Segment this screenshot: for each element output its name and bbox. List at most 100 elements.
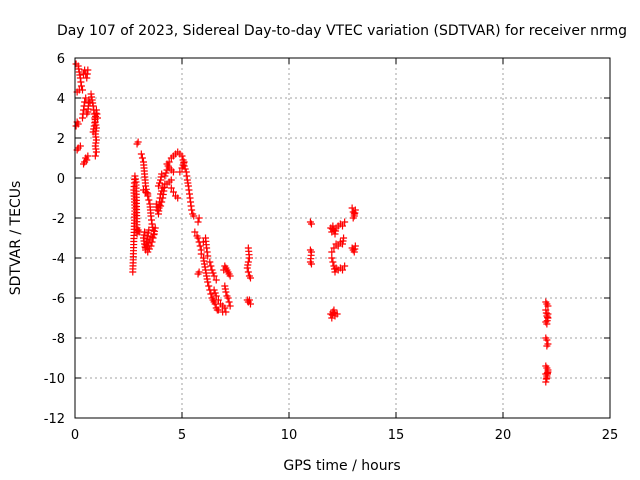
data-point xyxy=(543,336,551,344)
data-point xyxy=(340,234,348,242)
data-point xyxy=(339,266,346,274)
data-point xyxy=(222,288,230,296)
data-point xyxy=(543,342,551,350)
x-tick-label: 25 xyxy=(602,428,619,443)
data-point xyxy=(334,242,342,250)
data-point xyxy=(77,82,85,90)
data-point xyxy=(204,278,212,286)
data-point xyxy=(246,274,254,282)
data-point xyxy=(144,248,152,256)
data-point xyxy=(329,258,337,266)
data-point xyxy=(151,224,159,232)
y-tick-label: 0 xyxy=(57,172,65,187)
data-point xyxy=(167,184,175,192)
data-point xyxy=(339,222,346,230)
data-point xyxy=(212,292,220,300)
y-tick-label: -10 xyxy=(44,372,65,387)
data-point xyxy=(307,260,315,268)
data-points xyxy=(72,60,552,386)
data-point xyxy=(156,179,164,187)
data-point xyxy=(157,202,165,210)
data-point xyxy=(167,176,175,184)
data-point xyxy=(207,290,215,298)
data-point xyxy=(83,156,91,164)
data-point xyxy=(225,298,233,306)
axis-ticks xyxy=(74,57,611,419)
y-tick-label: -12 xyxy=(44,412,65,427)
data-point xyxy=(351,206,359,214)
data-point xyxy=(349,214,357,222)
data-point xyxy=(245,296,253,304)
y-axis-label: SDTVAR / TECUs xyxy=(8,181,24,296)
data-point xyxy=(84,152,92,160)
data-point xyxy=(144,190,152,198)
data-point xyxy=(176,168,184,176)
x-tick-label: 0 xyxy=(71,428,79,443)
data-point xyxy=(191,228,199,236)
data-point xyxy=(544,302,552,310)
data-point xyxy=(92,148,100,156)
data-point xyxy=(341,218,349,226)
chart-title: Day 107 of 2023, Sidereal Day-to-day VTE… xyxy=(57,23,627,39)
data-point xyxy=(150,231,158,239)
data-point xyxy=(137,150,145,158)
data-point xyxy=(190,212,198,220)
data-point xyxy=(210,286,218,294)
data-point xyxy=(84,66,92,74)
y-tick-label: -4 xyxy=(52,252,65,267)
data-point xyxy=(307,220,315,228)
data-point xyxy=(91,152,99,160)
grid-lines xyxy=(75,58,610,418)
data-point xyxy=(179,161,187,169)
data-point xyxy=(246,300,254,308)
data-point xyxy=(143,189,151,197)
plot-frame xyxy=(74,57,611,419)
data-point xyxy=(351,242,359,250)
data-point xyxy=(142,182,150,190)
data-point xyxy=(210,272,218,280)
data-point xyxy=(194,234,202,242)
y-tick-labels: -12 -10 -8 -6 -4 -2 0 2 4 6 xyxy=(44,52,65,427)
data-point xyxy=(328,248,336,256)
data-point xyxy=(542,378,550,386)
data-point xyxy=(208,266,216,274)
y-tick-label: 6 xyxy=(57,52,65,67)
data-point xyxy=(159,194,167,202)
data-point xyxy=(161,172,169,180)
x-axis-label: GPS time / hours xyxy=(283,458,400,474)
y-tick-label: -8 xyxy=(52,332,65,347)
data-point xyxy=(207,262,215,270)
data-point xyxy=(226,272,234,280)
data-point xyxy=(174,194,182,202)
data-point xyxy=(244,268,252,276)
data-point xyxy=(134,138,142,146)
data-point xyxy=(154,182,162,190)
data-point xyxy=(76,142,84,150)
data-point xyxy=(544,310,552,318)
data-point xyxy=(145,196,153,204)
data-point xyxy=(211,289,219,297)
y-tick-label: -6 xyxy=(52,292,65,307)
y-tick-label: 4 xyxy=(57,92,65,107)
data-point xyxy=(148,220,156,228)
data-point xyxy=(93,114,101,122)
data-point xyxy=(224,294,232,302)
data-point xyxy=(206,258,214,266)
data-point xyxy=(151,227,159,235)
data-point xyxy=(149,234,157,242)
data-point xyxy=(219,308,227,316)
data-point xyxy=(147,242,155,250)
data-point xyxy=(197,250,205,258)
data-point xyxy=(75,86,83,94)
data-point xyxy=(162,169,170,177)
data-point xyxy=(350,210,358,218)
data-point xyxy=(138,154,146,162)
x-tick-label: 10 xyxy=(281,428,298,443)
data-point xyxy=(145,245,153,253)
data-point xyxy=(178,164,186,172)
data-point xyxy=(212,276,220,284)
data-point xyxy=(195,214,203,222)
data-point xyxy=(145,226,153,234)
data-point xyxy=(341,262,349,270)
data-point xyxy=(194,218,202,226)
